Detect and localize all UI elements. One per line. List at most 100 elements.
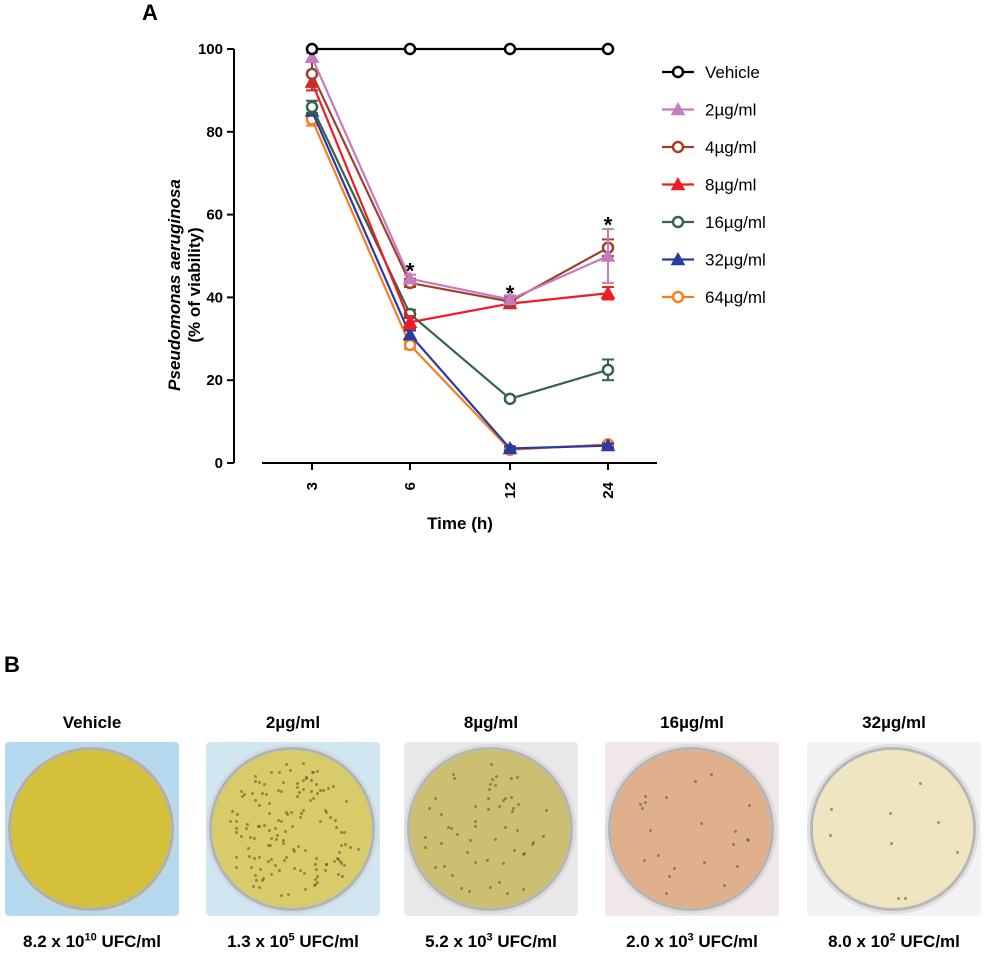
colony-dot (295, 782, 299, 786)
colony-dot (285, 813, 289, 817)
cfu-exponent: 2 (889, 931, 896, 944)
petri-dish-image (5, 742, 179, 916)
colony-dot (357, 848, 360, 852)
cfu-unit: UFC/ml (693, 932, 758, 951)
data-point (304, 49, 320, 63)
colony-dot (234, 856, 238, 860)
cfu-exponent: 10 (84, 931, 97, 944)
colony-dot (268, 802, 272, 806)
colony-dot (517, 803, 521, 807)
colony-dot (473, 804, 477, 808)
y-tick-label: 40 (206, 289, 223, 306)
colony-dot (316, 769, 320, 773)
colony-dot (231, 809, 235, 813)
colony-dot (310, 778, 314, 782)
colony-dot (242, 792, 246, 796)
petri-dish-image (807, 742, 981, 916)
colony-dot (261, 879, 265, 883)
colony-dot (487, 787, 491, 791)
colony-dot (643, 859, 647, 863)
colony-dot (246, 846, 250, 850)
colony-dot (335, 826, 339, 830)
plate-cfu-label: 5.2 x 103 UFC/ml (396, 932, 586, 952)
y-tick-label: 60 (206, 207, 223, 224)
data-point (600, 248, 616, 262)
colony-dot (316, 880, 320, 884)
colony-dot (276, 818, 280, 822)
significance-star: * (506, 281, 515, 306)
legend-label: 4µg/ml (705, 138, 756, 157)
colony-dot (290, 810, 294, 814)
colony-dot (282, 780, 286, 784)
colony-dot (474, 820, 478, 824)
colony-dot (456, 832, 460, 836)
colony-dot (267, 860, 271, 864)
cfu-mantissa: 8.2 x 10 (23, 932, 85, 951)
colony-dot (673, 867, 677, 871)
data-point (403, 42, 417, 56)
colony-dot (337, 851, 341, 855)
colony-dot (249, 865, 253, 869)
colony-dot (439, 842, 443, 846)
cfu-mantissa: 8.0 x 10 (828, 932, 890, 951)
colony-dot (296, 794, 300, 798)
colony-dot (236, 813, 240, 817)
colony-dot (897, 897, 901, 901)
colony-dot (292, 848, 296, 852)
colony-dot (702, 860, 706, 864)
colony-dot (337, 873, 341, 877)
colony-dot (282, 838, 286, 842)
legend-label: 2µg/ml (705, 101, 756, 120)
plate-column: Vehicle 8.2 x 1010 UFC/ml (0, 708, 187, 952)
legend-item: 4µg/ml (662, 138, 756, 157)
colony-dot (235, 819, 239, 823)
legend-label: 64µg/ml (705, 288, 766, 307)
colony-dot (301, 787, 305, 791)
legend-label: Vehicle (705, 63, 760, 82)
significance-star: * (406, 258, 415, 283)
petri-dish (212, 750, 372, 908)
data-point (402, 271, 418, 285)
colony-dot (331, 785, 335, 789)
data-point (502, 440, 518, 455)
colony-dot (258, 780, 262, 784)
data-point (305, 100, 319, 114)
colony-dot (234, 866, 238, 869)
colony-dot (904, 897, 908, 901)
colony-dot (268, 811, 272, 815)
cfu-unit: UFC/ml (294, 932, 359, 951)
cfu-unit: UFC/ml (96, 932, 161, 951)
colony-dot (263, 824, 267, 828)
colony-dot (278, 771, 282, 775)
data-point (670, 251, 686, 266)
colony-dot (280, 819, 284, 823)
colony-dot (278, 868, 282, 872)
colony-dot (269, 843, 273, 847)
series-line (311, 73, 609, 303)
colony-dot (501, 798, 505, 802)
data-point (600, 438, 616, 452)
y-tick-label: 0 (215, 455, 223, 472)
colony-dot (257, 824, 261, 828)
colony-dot (665, 892, 669, 896)
colony-dot (667, 874, 671, 878)
colony-dot (309, 790, 313, 794)
colony-dot (423, 835, 427, 839)
colony-dot (279, 790, 283, 794)
petri-dish-image (206, 742, 380, 916)
colony-dot (252, 837, 256, 841)
colony-dot (315, 867, 319, 871)
colony-dot (324, 810, 328, 814)
colony-dot (260, 792, 264, 796)
chart-a: A 0 20 40 60 80 100 3 6 12 24 * * * Vehicle 2µg/ml 4µ… (142, 0, 766, 533)
colony-dot (748, 804, 752, 808)
colony-dot (643, 800, 647, 804)
colony-dot (649, 829, 653, 833)
y-axis-title: Pseudomonas aeruginosa (% of viability) (165, 179, 204, 391)
plate-title: 32µg/ml (862, 713, 926, 732)
colony-dot (542, 834, 546, 838)
colony-dot (235, 831, 239, 835)
colony-dot (745, 837, 749, 841)
colony-dot (512, 849, 516, 853)
colony-dot (485, 858, 489, 862)
